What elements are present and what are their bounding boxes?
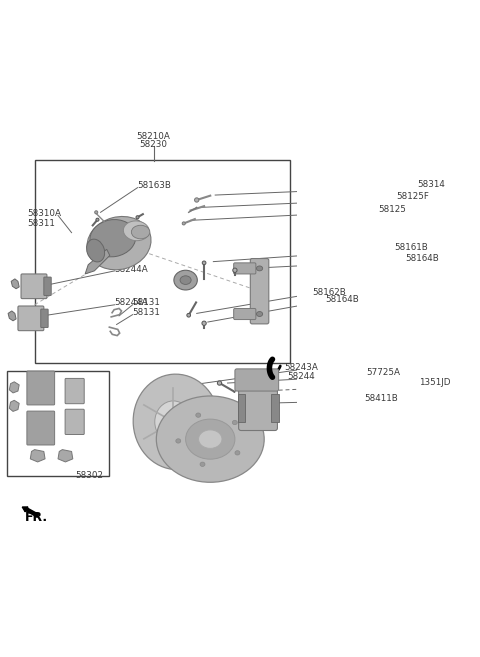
Bar xyxy=(238,394,245,422)
Ellipse shape xyxy=(217,381,222,385)
Polygon shape xyxy=(11,279,19,288)
Ellipse shape xyxy=(132,225,150,239)
Text: 1351JD: 1351JD xyxy=(419,378,450,387)
Ellipse shape xyxy=(194,198,199,202)
Text: 58411B: 58411B xyxy=(365,394,398,403)
Ellipse shape xyxy=(256,266,263,271)
Text: 58162B: 58162B xyxy=(312,288,347,297)
FancyBboxPatch shape xyxy=(18,306,44,330)
FancyBboxPatch shape xyxy=(27,371,55,405)
Ellipse shape xyxy=(133,374,219,470)
Ellipse shape xyxy=(202,321,206,325)
Ellipse shape xyxy=(87,217,151,270)
Ellipse shape xyxy=(196,413,201,417)
Text: 58164B: 58164B xyxy=(325,295,359,304)
Ellipse shape xyxy=(95,211,98,214)
Polygon shape xyxy=(85,249,110,274)
FancyBboxPatch shape xyxy=(235,369,279,391)
FancyBboxPatch shape xyxy=(234,309,256,319)
Ellipse shape xyxy=(136,215,139,219)
Ellipse shape xyxy=(200,462,205,466)
Ellipse shape xyxy=(202,261,206,265)
Text: 58210A: 58210A xyxy=(137,132,170,141)
Polygon shape xyxy=(9,400,19,411)
FancyBboxPatch shape xyxy=(250,259,269,324)
Text: 58164B: 58164B xyxy=(406,254,439,263)
FancyBboxPatch shape xyxy=(27,411,55,445)
Text: 58131: 58131 xyxy=(132,308,160,317)
Bar xyxy=(35,160,290,363)
Ellipse shape xyxy=(155,401,192,443)
Ellipse shape xyxy=(86,239,105,262)
FancyBboxPatch shape xyxy=(65,409,84,434)
Bar xyxy=(271,394,279,422)
FancyBboxPatch shape xyxy=(41,309,48,328)
FancyArrow shape xyxy=(22,507,38,517)
Text: 58302: 58302 xyxy=(75,471,103,480)
Ellipse shape xyxy=(174,270,197,290)
Polygon shape xyxy=(9,382,19,393)
Text: 57725A: 57725A xyxy=(366,368,400,377)
Ellipse shape xyxy=(165,412,182,432)
FancyBboxPatch shape xyxy=(44,277,51,296)
Bar xyxy=(7,371,108,476)
Text: 58244A: 58244A xyxy=(115,298,148,307)
Text: 58244: 58244 xyxy=(287,373,315,381)
Text: 58161B: 58161B xyxy=(395,243,428,252)
Text: 58131: 58131 xyxy=(132,298,160,307)
FancyBboxPatch shape xyxy=(234,263,256,274)
Text: 58311: 58311 xyxy=(27,219,55,228)
Text: 58310A: 58310A xyxy=(27,209,61,218)
FancyBboxPatch shape xyxy=(65,378,84,403)
Text: 58314: 58314 xyxy=(417,180,445,189)
Text: 58244A: 58244A xyxy=(115,265,148,273)
Text: FR.: FR. xyxy=(25,511,48,524)
Ellipse shape xyxy=(199,430,222,448)
Ellipse shape xyxy=(156,396,264,482)
Polygon shape xyxy=(8,311,16,321)
Text: 58230: 58230 xyxy=(140,139,168,148)
Ellipse shape xyxy=(123,221,149,240)
Ellipse shape xyxy=(96,218,99,221)
Ellipse shape xyxy=(90,219,136,257)
Ellipse shape xyxy=(232,420,237,424)
Ellipse shape xyxy=(186,419,235,459)
Ellipse shape xyxy=(256,311,263,317)
Text: 58163B: 58163B xyxy=(138,181,171,191)
Text: 58125F: 58125F xyxy=(396,193,429,202)
Polygon shape xyxy=(30,449,45,462)
Ellipse shape xyxy=(235,451,240,455)
Ellipse shape xyxy=(180,276,191,284)
Polygon shape xyxy=(58,449,73,462)
Text: 58125: 58125 xyxy=(379,205,407,214)
FancyBboxPatch shape xyxy=(239,381,277,430)
Ellipse shape xyxy=(182,222,185,225)
Ellipse shape xyxy=(176,439,181,443)
Ellipse shape xyxy=(187,313,191,317)
FancyBboxPatch shape xyxy=(21,274,47,299)
Ellipse shape xyxy=(233,268,237,273)
Text: 58243A: 58243A xyxy=(284,363,318,372)
